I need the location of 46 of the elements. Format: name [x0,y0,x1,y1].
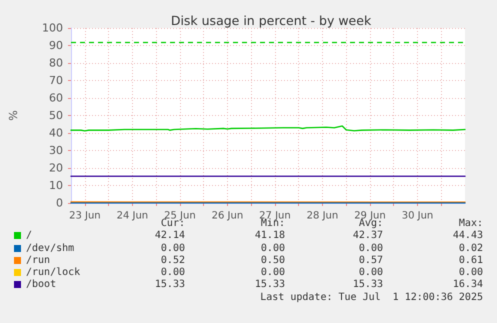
x-tick-label: 28 Jun [306,210,338,222]
y-tick-label: 20 [49,162,63,174]
y-tick-label: 60 [49,92,63,104]
text: 15.33 [154,279,185,290]
text: 0.50 [260,254,285,266]
text: 0.02 [458,242,483,254]
text: 42.37 [352,230,383,242]
y-axis-title: % [7,110,20,121]
text: 0.00 [260,267,285,278]
text: Max: [458,218,483,229]
text: 15.33 [352,279,383,290]
text: Last update: Tue Jul 1 12:00:36 2025 [260,292,483,303]
text: 15.33 [254,279,285,290]
text: Avg: [358,218,383,229]
y-tick-label: 70 [49,74,63,87]
text: 0.00 [160,242,185,254]
text: 0.00 [160,267,185,278]
text: 0.00 [458,267,483,278]
text: 0.61 [458,254,483,266]
x-tick-label: 26 Jun [212,210,244,222]
text: 0.00 [358,242,383,254]
x-tick-label: 23 Jun [69,210,101,222]
text: 16.34 [452,279,483,290]
text: 42.14 [154,230,185,242]
legend-label: / [26,230,32,242]
text: 0.52 [160,254,185,266]
y-tick-label: 80 [49,56,63,70]
legend-label: /boot [26,279,56,290]
text: 44.43 [452,230,483,242]
y-tick-label: 90 [49,39,63,52]
y-tick-label: 100 [42,22,63,34]
text: 0.57 [358,254,383,266]
legend-label: /dev/shm [26,242,74,254]
y-tick-label: 10 [49,179,63,192]
text: 0.00 [358,267,383,278]
y-tick-label: 30 [49,144,63,157]
legend-label: /run [26,254,50,266]
y-tick-label: 0 [56,196,63,210]
y-tick-label: 40 [49,126,63,140]
legend-label: /run/lock [26,267,80,278]
text: 41.18 [254,230,285,242]
y-tick-label: 50 [49,109,63,122]
x-tick-label: 24 Jun [116,210,148,222]
text: 0.00 [260,242,285,254]
chart-title: Disk usage in percent - by week [170,13,372,28]
x-tick-label: 30 Jun [402,210,434,222]
